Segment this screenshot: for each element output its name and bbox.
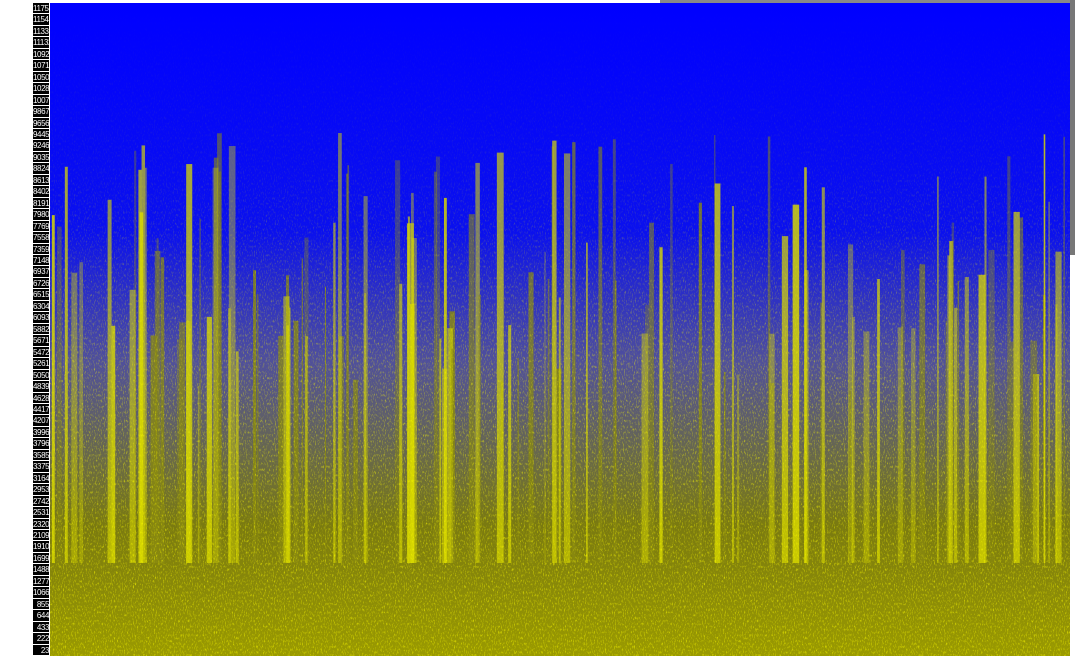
frequency-label: 4417 [33,404,49,415]
background-image [1070,0,1075,255]
frequency-label: 6937 [33,266,49,277]
frequency-label: 3164 [33,473,49,484]
frequency-label: 7148 [33,255,49,266]
frequency-label: 7769 [33,221,49,232]
frequency-label: 5882 [33,324,49,335]
frequency-label: 4207 [33,415,49,426]
frequency-label: 3996 [33,427,49,438]
frequency-label: 2109 [33,530,49,541]
frequency-label: 10500 [33,72,49,83]
frequency-label: 11753 [33,3,49,14]
frequency-label: 7980 [33,209,49,220]
frequency-label: 4839 [33,381,49,392]
frequency-label: 7558 [33,232,49,243]
frequency-label: 2953 [33,484,49,495]
spectrogram-noise [50,3,1070,656]
frequency-label: 1277 [33,576,49,587]
frequency-label: 6093 [33,312,49,323]
frequency-label: 7359 [33,244,49,255]
frequency-label: 6726 [33,278,49,289]
frequency-label: 3796 [33,438,49,449]
frequency-label: 6304 [33,301,49,312]
frequency-label: 5671 [33,335,49,346]
frequency-label: 2742 [33,496,49,507]
frequency-label: 1699 [33,553,49,564]
frequency-label: 5261 [33,358,49,369]
frequency-label: 8191 [33,198,49,209]
frequency-label: 11132 [33,37,49,48]
frequency-label: 5050 [33,370,49,381]
frequency-label: 8402 [33,186,49,197]
frequency-label: 433 [33,622,49,633]
frequency-label: 1066 [33,587,49,598]
frequency-label: 9445 [33,129,49,140]
frequency-label: 2320 [33,519,49,530]
frequency-label: 5472 [33,347,49,358]
frequency-label: 3375 [33,461,49,472]
page: 1175311542113321113210921107101050010289… [0,0,1075,658]
frequency-label: 4628 [33,393,49,404]
frequency-label: 11542 [33,14,49,25]
frequency-label: 1910 [33,541,49,552]
frequency-label: 9656 [33,118,49,129]
frequency-label: 8613 [33,175,49,186]
frequency-label: 10078 [33,95,49,106]
frequency-label: 9867 [33,106,49,117]
frequency-label: 6515 [33,289,49,300]
frequency-label: 855 [33,599,49,610]
frequency-label: 11332 [33,26,49,37]
frequency-label: 10710 [33,60,49,71]
frequency-label: 10289 [33,83,49,94]
frequency-label: 1488 [33,564,49,575]
frequency-label: 2531 [33,507,49,518]
spectrogram [50,3,1070,656]
frequency-label: 23 [33,645,49,656]
frequency-label: 3585 [33,450,49,461]
frequency-label: 222 [33,633,49,644]
frequency-label: 644 [33,610,49,621]
frequency-label: 9246 [33,140,49,151]
frequency-label: 9035 [33,152,49,163]
frequency-axis: 1175311542113321113210921107101050010289… [33,3,49,656]
frequency-label: 8824 [33,163,49,174]
